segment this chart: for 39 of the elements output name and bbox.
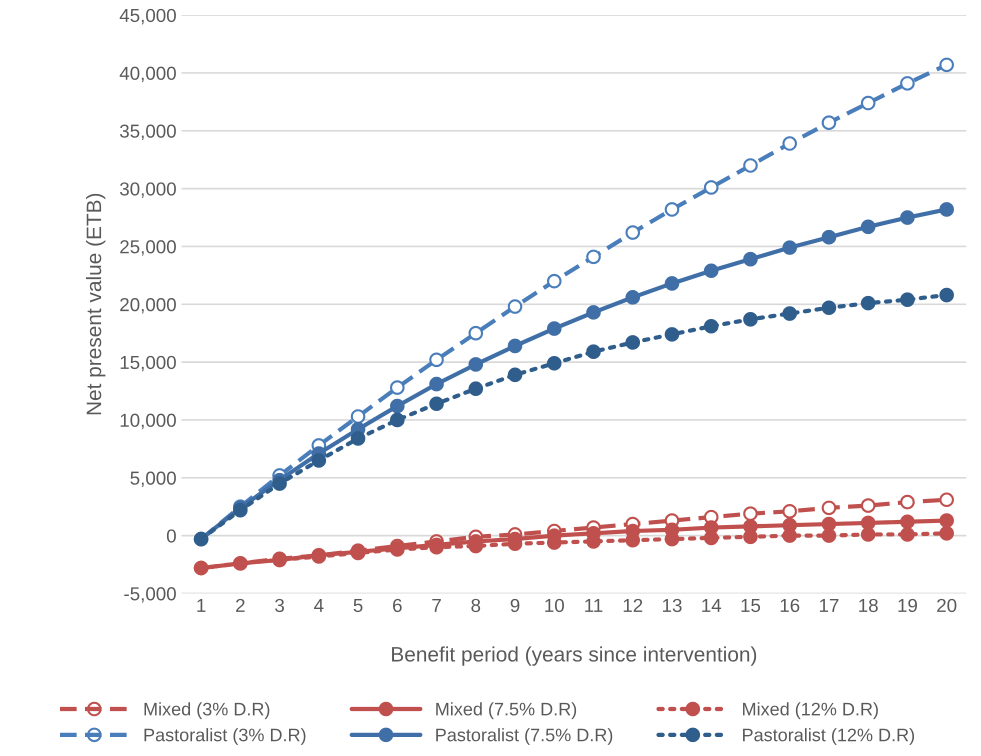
x-tick-label: 10 [545, 598, 564, 612]
x-tick-label: 20 [937, 598, 956, 612]
y-tick-label: 5,000 [130, 471, 176, 487]
x-tick-label: 12 [624, 598, 642, 612]
legend-label: Pastoralist (3% D.R) [144, 728, 306, 745]
x-tick-label: 7 [432, 599, 441, 612]
x-tick-label: 5 [354, 599, 362, 612]
x-tick-label: 19 [898, 598, 917, 612]
y-tick-label: 40,000 [120, 66, 176, 82]
y-tick-label: 0 [166, 529, 176, 543]
y-tick-label: 15,000 [120, 356, 176, 372]
legend-label: Mixed (3% D.R) [144, 702, 270, 720]
x-tick-label: 16 [780, 598, 800, 612]
x-tick-label: 14 [702, 599, 722, 612]
legend-label: Pastoralist (12% D.R) [743, 728, 914, 745]
x-tick-label: 1 [197, 599, 206, 612]
y-tick-label: -5,000 [124, 587, 176, 603]
x-tick-label: 6 [393, 598, 402, 612]
y-tick-label: 45,000 [120, 8, 176, 24]
x-tick-label: 2 [236, 598, 245, 612]
y-tick-label: 30,000 [120, 182, 176, 198]
x-tick-label: 17 [820, 599, 838, 612]
x-axis-title: Benefit period (years since intervention) [392, 646, 756, 666]
x-tick-label: 9 [510, 598, 520, 612]
y-tick-label: 35,000 [120, 124, 176, 140]
x-tick-label: 18 [859, 598, 878, 612]
legend-label: Mixed (12% D.R) [743, 702, 878, 720]
legend-label: Mixed (7.5% D.R) [436, 702, 576, 720]
x-tick-label: 15 [741, 599, 760, 612]
y-tick-label: 25,000 [120, 240, 176, 256]
y-axis-title: Net present value (ETB) [86, 194, 106, 414]
x-tick-label: 8 [471, 598, 480, 612]
y-tick-label: 10,000 [120, 414, 176, 430]
x-tick-label: 11 [585, 599, 602, 612]
x-tick-label: 3 [275, 598, 284, 612]
legend-label: Pastoralist (7.5% D.R) [436, 728, 612, 745]
y-tick-label: 20,000 [120, 298, 176, 314]
x-tick-label: 4 [314, 599, 324, 612]
x-tick-label: 13 [662, 598, 682, 612]
